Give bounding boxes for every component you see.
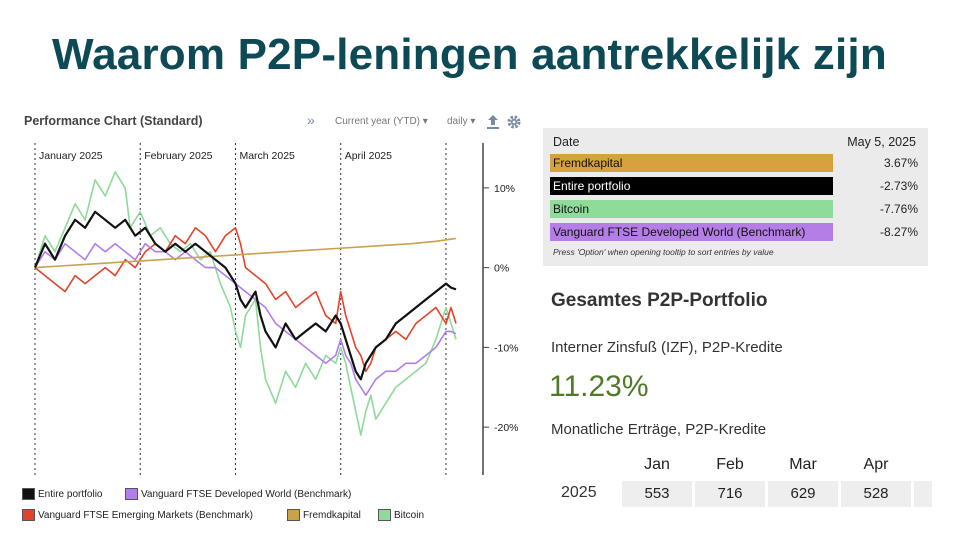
legend-swatch [378, 509, 391, 521]
performance-line-chart: January 2025 February 2025 March 2025 April… [33, 143, 519, 475]
performance-chart-panel: Performance Chart (Standard) » Current y… [0, 100, 540, 540]
year-label: 2025 [561, 484, 597, 501]
series-line-vanguard-ftse-developed-world-benchmark [34, 242, 457, 396]
legend-label: Vanguard FTSE Developed World (Benchmark… [141, 488, 352, 500]
tooltip-date-value: May 5, 2025 [847, 135, 916, 149]
irr-label: Interner Zinsfuß (IZF), P2P-Kredite [551, 339, 783, 356]
month-label: January 2025 [39, 150, 103, 162]
month-label: February 2025 [144, 150, 212, 162]
month-header: Apr [863, 456, 889, 473]
legend-label: Fremdkapital [303, 509, 361, 521]
forward-icon[interactable]: » [307, 112, 315, 128]
chevron-down-icon: ▾ [422, 116, 428, 127]
gear-icon[interactable] [506, 114, 522, 130]
series-line-bitcoin [34, 171, 457, 436]
legend-item-entire-portfolio[interactable]: Entire portfolio [22, 488, 102, 500]
series-line-vanguard-ftse-emerging-markets-benchmark [34, 227, 457, 373]
legend-item-bitcoin[interactable]: Bitcoin [378, 509, 424, 521]
legend-swatch [22, 509, 35, 521]
y-tick-label: -20% [494, 422, 519, 434]
month-header: Feb [716, 456, 744, 473]
month-header: Jan [644, 456, 670, 473]
slide-title: Waarom P2P-leningen aantrekkelijk zijn [52, 30, 887, 79]
legend-swatch [287, 509, 300, 521]
month-value-cell-empty [914, 481, 932, 507]
legend-item-fremdkapital[interactable]: Fremdkapital [287, 509, 361, 521]
tooltip-row: Vanguard FTSE Developed World (Benchmark… [550, 223, 920, 241]
tooltip-row: Fremdkapital 3.67% [550, 154, 920, 172]
legend-swatch [22, 488, 35, 500]
month-label: March 2025 [239, 150, 295, 162]
month-value-cell: 716 [695, 481, 765, 507]
chart-title: Performance Chart (Standard) [24, 114, 203, 128]
interval-select-label: daily [447, 116, 468, 127]
legend-item-developed-world[interactable]: Vanguard FTSE Developed World (Benchmark… [125, 488, 351, 500]
interval-select[interactable]: daily ▾ [447, 116, 475, 127]
tooltip-row: Bitcoin -7.76% [550, 200, 920, 218]
legend-label: Entire portfolio [38, 488, 103, 500]
tooltip-row-label: Bitcoin [550, 200, 833, 218]
y-tick-label: -10% [494, 342, 519, 354]
y-tick-label: 0% [494, 263, 509, 275]
series-line-entire-portfolio [33, 210, 457, 381]
series-line-fremdkapital [34, 237, 457, 269]
monthly-returns-label: Monatliche Erträge, P2P-Kredite [551, 421, 767, 438]
chevron-down-icon: ▾ [470, 116, 476, 127]
y-tick-label: 10% [494, 183, 515, 195]
month-value-cell: 629 [768, 481, 838, 507]
tooltip-row-value: -8.27% [879, 225, 918, 239]
tooltip-row-label: Fremdkapital [550, 154, 833, 172]
legend-item-emerging-markets[interactable]: Vanguard FTSE Emerging Markets (Benchmar… [22, 509, 253, 521]
month-label: April 2025 [345, 150, 392, 162]
month-header: Mar [789, 456, 817, 473]
irr-value: 11.23% [549, 370, 649, 403]
tooltip-table: Date May 5, 2025 Fremdkapital 3.67% Enti… [543, 128, 928, 266]
tooltip-note: Press 'Option' when opening tooltip to s… [553, 247, 774, 257]
legend-label: Bitcoin [394, 509, 425, 521]
tooltip-date-label: Date [553, 135, 580, 149]
month-value-cell: 528 [841, 481, 911, 507]
tooltip-row-value: 3.67% [883, 156, 918, 170]
range-select[interactable]: Current year (YTD) ▾ [335, 116, 428, 127]
export-icon[interactable] [486, 114, 500, 130]
tooltip-row-value: -2.73% [879, 179, 918, 193]
legend-label: Vanguard FTSE Emerging Markets (Benchmar… [38, 509, 253, 521]
month-value-cell: 553 [622, 481, 692, 507]
tooltip-row-value: -7.76% [879, 202, 918, 216]
p2p-portfolio-title: Gesamtes P2P-Portfolio [551, 290, 768, 311]
range-select-label: Current year (YTD) [335, 116, 421, 127]
tooltip-row: Entire portfolio -2.73% [550, 177, 920, 195]
legend-swatch [125, 488, 138, 500]
tooltip-row-label: Entire portfolio [550, 177, 833, 195]
tooltip-row-label: Vanguard FTSE Developed World (Benchmark… [550, 223, 833, 241]
